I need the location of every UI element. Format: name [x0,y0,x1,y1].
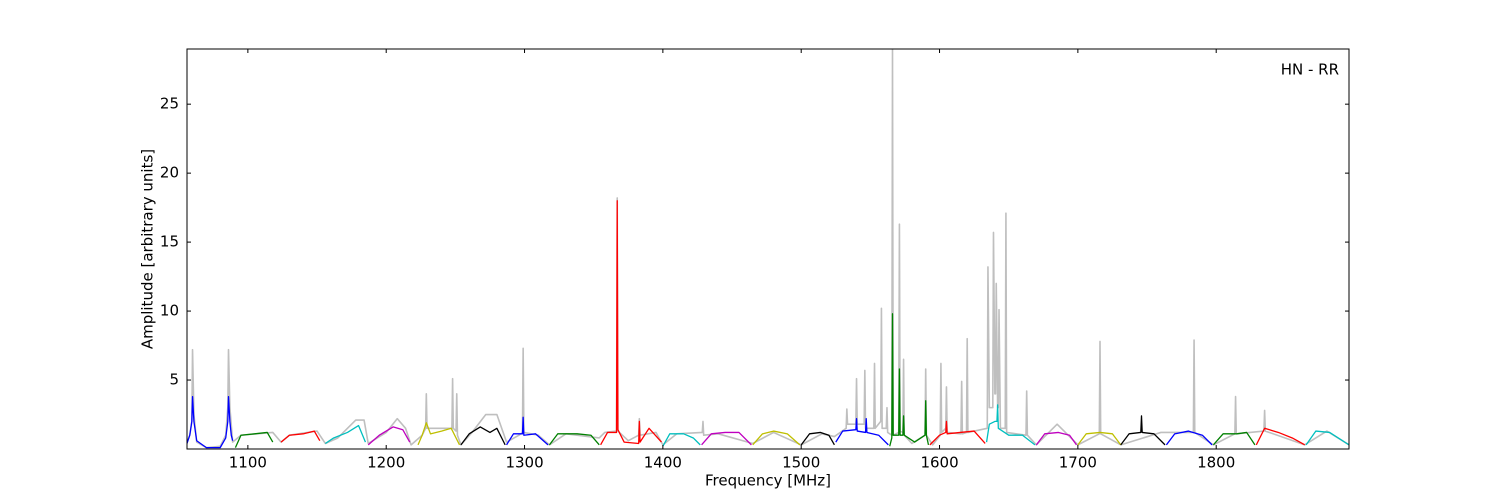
y-axis-label: Amplitude [arbitrary units] [139,149,157,349]
spectrum-line [187,49,1349,449]
spectrum-line [1212,431,1256,446]
spectrum-line [548,433,600,446]
x-axis-label: Frequency [MHz] [705,472,831,490]
spectrum-line [835,418,889,446]
spectrum-line [929,420,986,446]
spectrum-line [417,422,461,446]
x-tick-label: 1400 [644,454,682,472]
spectrum-line [1035,431,1078,446]
y-tick-label: 25 [160,95,179,113]
x-tick-label: 1300 [505,454,543,472]
x-tick-label: 1800 [1197,454,1235,472]
spectrum-line [367,426,411,446]
spectrum-line [1077,431,1122,446]
x-tick-label: 1100 [229,454,267,472]
x-tick-label: 1600 [920,454,958,472]
x-tick-label: 1700 [1059,454,1097,472]
spectrum-line [800,431,835,446]
spectrum-line [187,395,234,449]
plot-lines [187,49,1349,449]
spectrum-line [1120,415,1166,446]
x-tick-label: 1500 [782,454,820,472]
spectrum-line [280,430,321,443]
spectrum-line [985,404,1036,446]
spectrum-line [889,313,930,447]
spectrum-line [1165,430,1213,446]
spectrum-line [662,433,701,447]
spectrum-line [1305,430,1349,446]
spectrum-line [752,430,801,446]
y-tick-label: 20 [160,164,179,182]
spectrum-line [460,426,506,446]
spectrum-line [600,200,662,446]
spectrum-line [234,431,274,448]
y-tick-label: 5 [169,371,179,389]
spectrum-line [505,416,549,446]
plot-frame [186,48,1350,450]
spectrum-line [1255,427,1306,446]
y-tick-label: 15 [160,233,179,251]
spectrum-line [701,431,752,446]
spectrum-line [324,424,367,445]
x-tick-label: 1200 [367,454,405,472]
y-tick-label: 10 [160,302,179,320]
annotation: HN - RR [1281,61,1339,79]
